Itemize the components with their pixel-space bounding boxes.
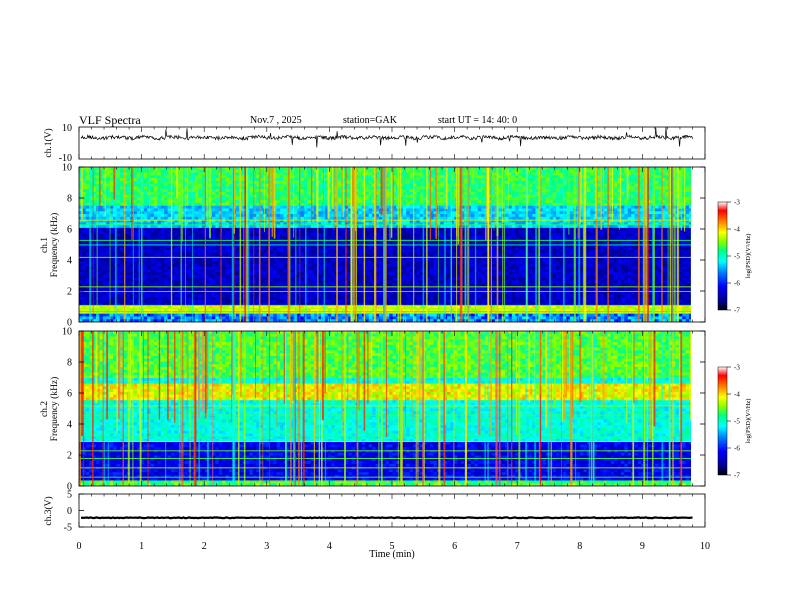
ch1-spectrogram-ytick: 2: [67, 287, 72, 298]
ch2-spectrogram-ytick: 10: [62, 327, 72, 338]
ch1-colorbar-label: log(PSD)(V²/Hz): [745, 234, 752, 279]
ch1-spectrogram-ylabel-frequency: Frequency (kHz): [49, 213, 60, 278]
ch1-colorbar-tick: -6: [734, 280, 740, 288]
ch1-spectrogram-ytick: 6: [67, 225, 72, 236]
figure-title: VLF Spectra: [79, 113, 141, 127]
ch2-spectrogram-ytick: 2: [67, 451, 72, 462]
time-axis-tick: 9: [640, 541, 645, 552]
ch2-colorbar-label: log(PSD)(V²/Hz): [745, 399, 752, 444]
time-axis: 0 1 2 3 4 5 6 7 8 9 10: [77, 127, 710, 552]
ch2-spectrogram-panel: 0 2 4 6 8 10 ch.2 Frequency (kHz): [40, 327, 706, 493]
time-axis-tick: 10: [700, 541, 710, 552]
ch3-ytick: -5: [64, 523, 72, 534]
ch1-spectrogram-ytick: 4: [67, 256, 72, 267]
ch2-colorbar-tick: -3: [734, 364, 740, 372]
ch1-spectrogram-ylabel-channel: ch.1: [40, 237, 50, 253]
ch1-waveform-panel: 10 -10 ch.1(V): [43, 123, 706, 164]
ch2-spectrogram-ylabel-channel: ch.2: [40, 401, 50, 417]
ch2-colorbar-tick: -5: [734, 418, 740, 426]
ch2-spectrogram-ylabel-frequency: Frequency (kHz): [49, 377, 60, 442]
time-axis-tick: 6: [452, 541, 457, 552]
ch2-colorbar-tick: -6: [734, 445, 740, 453]
start-time-label: start UT = 14: 40: 0: [438, 115, 517, 126]
ch1-colorbar: -3 -4 -5 -6 -7 log(PSD)(V²/Hz): [717, 199, 752, 315]
ch1-spectrogram-ytick: 10: [62, 163, 72, 174]
time-axis-tick: 7: [515, 541, 520, 552]
ch1-colorbar-tick: -3: [734, 199, 740, 207]
ch3-ytick: 0: [67, 506, 72, 517]
ch2-spectrogram-ytick: 4: [67, 420, 72, 431]
ch1-spectrogram-panel: 0 2 4 6 8 10 ch.1 Frequency (kHz): [40, 163, 706, 329]
ch2-colorbar-tick: -4: [734, 391, 740, 399]
ch1-colorbar-tick: -7: [734, 307, 740, 315]
ch1-colorbar-tick: -4: [734, 226, 740, 234]
ch1-spectrogram-image: [79, 167, 691, 322]
ch1-spectrogram-ytick: 8: [67, 194, 72, 205]
date-label: Nov.7 , 2025: [250, 115, 302, 126]
ch3-waveform-ylabel: ch.3(V): [43, 496, 54, 525]
time-axis-tick: 2: [202, 541, 207, 552]
time-axis-tick: 3: [264, 541, 269, 552]
ch1-ytick-top: 10: [62, 123, 72, 134]
ch2-spectrogram-ytick: 6: [67, 389, 72, 400]
station-label: station=GAK: [343, 115, 398, 126]
ch2-spectrogram-ytick: 8: [67, 358, 72, 369]
ch1-spectrogram-ytick: 0: [67, 318, 72, 329]
ch2-spectrogram-ytick: 0: [67, 482, 72, 493]
ch1-ytick-bottom: -10: [59, 153, 72, 164]
ch3-ytick: 5: [67, 490, 72, 501]
ch1-waveform-ylabel: ch.1(V): [43, 128, 54, 157]
ch3-waveform-line: [80, 516, 693, 520]
time-axis-tick: 0: [77, 541, 82, 552]
time-axis-tick: 1: [139, 541, 144, 552]
time-axis-tick: 5: [390, 541, 395, 552]
time-axis-label: Time (min): [369, 549, 414, 560]
ch2-colorbar: -3 -4 -5 -6 -7 log(PSD)(V²/Hz): [717, 364, 752, 480]
time-axis-tick: 8: [577, 541, 582, 552]
ch1-colorbar-tick: -5: [734, 253, 740, 261]
ch2-spectrogram-image: [79, 331, 691, 486]
ch3-waveform-panel: 5 0 -5 ch.3(V): [43, 490, 706, 534]
time-axis-tick: 4: [327, 541, 332, 552]
ch2-colorbar-tick: -7: [734, 472, 740, 480]
ch1-waveform-line: [80, 126, 693, 148]
